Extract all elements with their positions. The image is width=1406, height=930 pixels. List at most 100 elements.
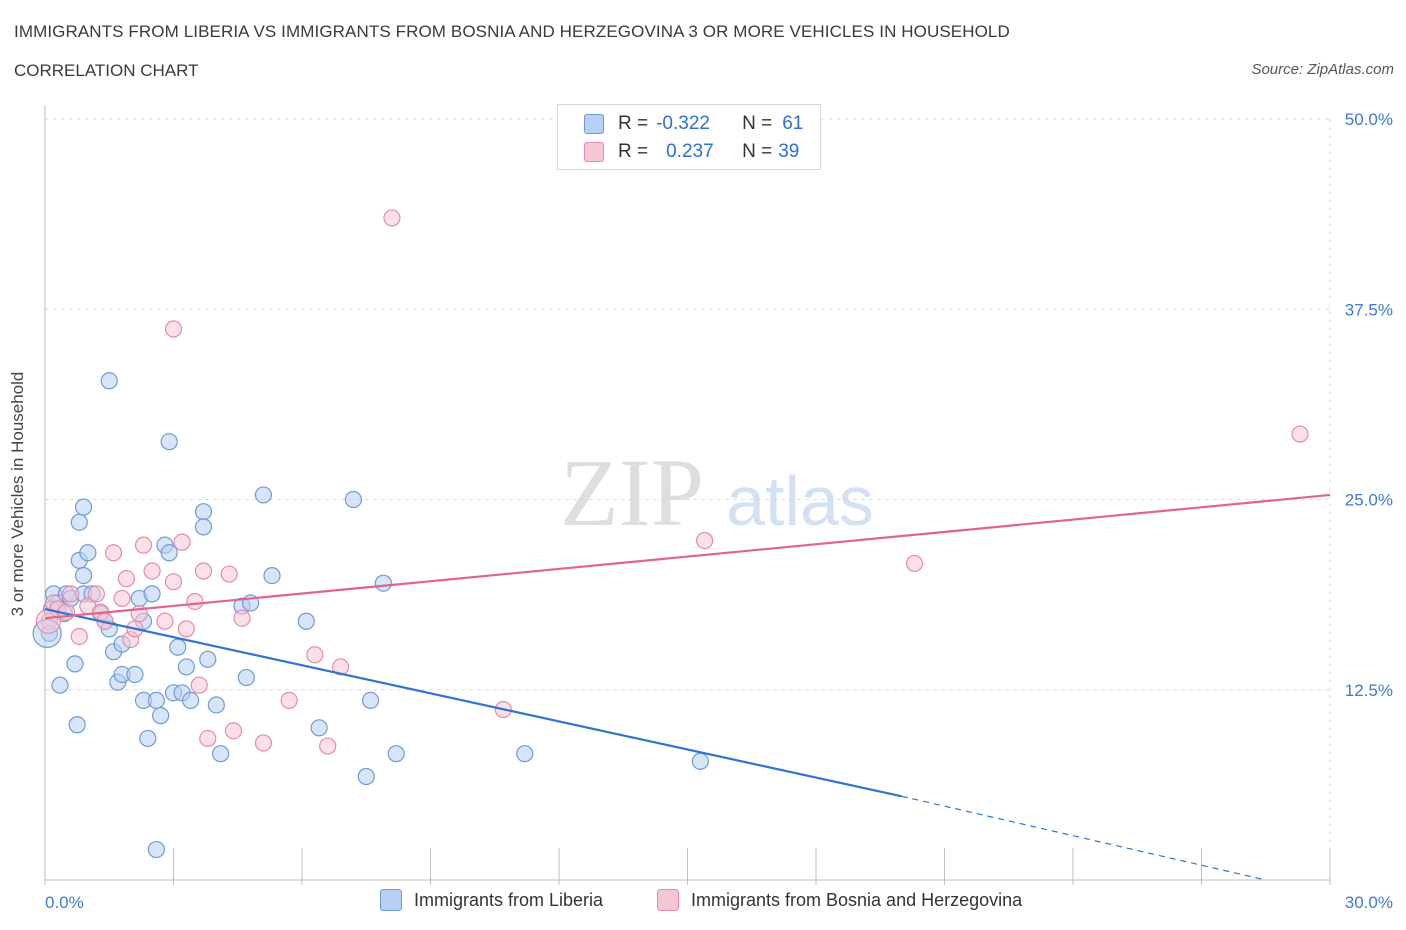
watermark-zip: ZIP xyxy=(560,439,704,546)
liberia-n-label: N = xyxy=(742,113,773,134)
liberia-point xyxy=(207,696,225,714)
liberia-point xyxy=(212,745,230,763)
liberia-point xyxy=(66,655,84,673)
axes xyxy=(44,105,1331,885)
bosnia-point xyxy=(190,676,208,694)
liberia-point xyxy=(310,719,328,737)
bosnia-point xyxy=(383,209,401,227)
liberia-point xyxy=(374,574,392,592)
watermark: ZIP atlas xyxy=(560,439,874,546)
bosnia-point xyxy=(70,627,88,646)
liberia-point xyxy=(182,691,200,710)
bosnia-point xyxy=(164,573,183,591)
legend-row-bosnia: R = 0.237 N = 39 xyxy=(584,140,799,164)
bosnia-point xyxy=(113,589,131,608)
liberia-point xyxy=(169,638,187,656)
y-tick-label: 12.5% xyxy=(1345,681,1393,700)
liberia-point xyxy=(126,665,144,684)
bosnia-point xyxy=(35,608,62,634)
stats-legend: R = -0.322 N = 61 R = 0.237 N = 39 xyxy=(557,104,821,170)
legend-item-liberia: Immigrants from Liberia xyxy=(380,889,603,911)
bosnia-point xyxy=(177,620,195,638)
y-tick-label: 25.0% xyxy=(1345,491,1393,510)
liberia-point xyxy=(139,729,157,748)
liberia-point xyxy=(68,716,86,734)
bosnia-r-label: R = xyxy=(618,141,649,162)
bosnia-point xyxy=(306,646,324,664)
bosnia-point xyxy=(186,592,204,611)
bosnia-point xyxy=(143,562,161,580)
liberia-point xyxy=(357,767,375,786)
bosnia-point xyxy=(254,734,273,752)
liberia-trend-line xyxy=(44,608,902,798)
x-tick-label: 30.0% xyxy=(1345,893,1393,912)
chart-subtitle: CORRELATION CHART xyxy=(14,61,199,80)
legend-item-bosnia: Immigrants from Bosnia and Herzegovina xyxy=(657,889,1022,911)
liberia-point xyxy=(691,752,709,770)
data-points xyxy=(32,209,1309,859)
bosnia-point xyxy=(134,536,153,554)
bosnia-swatch xyxy=(584,142,604,162)
bosnia-point xyxy=(1291,425,1309,443)
bosnia-point xyxy=(280,691,298,710)
liberia-r-label: R = xyxy=(618,113,649,134)
legend-bosnia-swatch xyxy=(657,889,679,911)
bosnia-point xyxy=(224,722,243,740)
liberia-point xyxy=(199,650,217,668)
bosnia-n-label: N = xyxy=(742,141,773,162)
legend-bosnia-label: Immigrants from Bosnia and Herzegovina xyxy=(691,889,1023,910)
liberia-point xyxy=(263,566,281,585)
bosnia-point xyxy=(199,729,217,748)
bosnia-point xyxy=(319,737,337,755)
liberia-point xyxy=(51,676,69,694)
bosnia-point xyxy=(87,585,106,603)
liberia-point xyxy=(147,840,165,859)
legend-liberia-swatch xyxy=(380,889,402,911)
liberia-point xyxy=(237,668,255,687)
liberia-point xyxy=(160,544,178,562)
chart-title: IMMIGRANTS FROM LIBERIA VS IMMIGRANTS FR… xyxy=(14,22,1010,41)
liberia-point xyxy=(152,707,170,725)
bosnia-point xyxy=(233,609,251,627)
bosnia-point xyxy=(156,612,174,630)
liberia-r-value: -0.322 xyxy=(656,113,710,134)
liberia-point xyxy=(143,585,161,603)
x-tick-label: 0.0% xyxy=(45,893,84,912)
y-tick-label: 50.0% xyxy=(1345,110,1393,129)
bosnia-n-value: 39 xyxy=(778,141,800,162)
legend-liberia-label: Immigrants from Liberia xyxy=(414,889,604,910)
bosnia-point xyxy=(173,533,191,551)
liberia-point xyxy=(74,498,93,516)
bosnia-point xyxy=(696,531,714,550)
liberia-point xyxy=(387,745,405,763)
bosnia-point xyxy=(104,544,123,562)
liberia-point xyxy=(344,490,362,509)
liberia-swatch xyxy=(584,114,604,134)
bosnia-r-value: 0.237 xyxy=(666,141,714,162)
bosnia-point xyxy=(220,565,238,583)
tick-labels: 12.5% 25.0% 37.5% 50.0% 0.0% 30.0% xyxy=(45,110,1393,912)
liberia-point xyxy=(254,486,273,504)
bosnia-point xyxy=(331,658,350,676)
liberia-point xyxy=(516,745,534,763)
liberia-point xyxy=(194,503,213,521)
liberia-point xyxy=(79,544,97,562)
liberia-point xyxy=(297,612,315,630)
liberia-n-value: 61 xyxy=(782,113,804,134)
liberia-trend-extension xyxy=(901,795,1266,881)
trend-lines xyxy=(44,493,1331,881)
bosnia-point xyxy=(62,585,80,603)
watermark-atlas: atlas xyxy=(726,462,874,540)
liberia-point xyxy=(100,372,118,390)
bosnia-point xyxy=(164,320,183,338)
liberia-point xyxy=(177,658,195,676)
bosnia-point xyxy=(117,570,135,588)
liberia-point xyxy=(160,433,178,451)
y-tick-label: 37.5% xyxy=(1345,300,1393,319)
chart-source: Source: ZipAtlas.com xyxy=(1251,61,1394,78)
bosnia-point xyxy=(194,562,213,580)
legend-row-liberia: R = -0.322 N = 61 xyxy=(584,112,803,136)
liberia-point xyxy=(70,513,88,531)
y-axis-label: 3 or more Vehicles in Household xyxy=(8,371,27,617)
